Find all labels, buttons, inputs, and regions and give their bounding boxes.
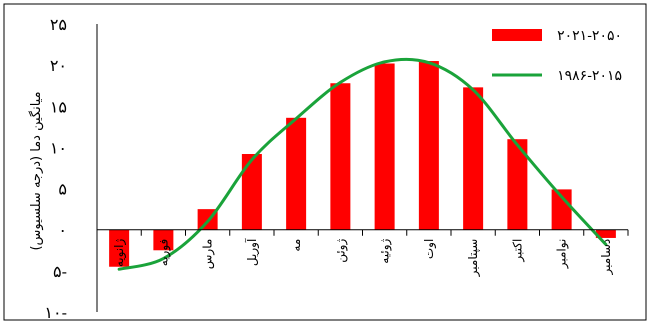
category-labels: ژانویه فوریه مارس آوریل مه ژوئن ژوئیه اوت سپتامب… (112, 238, 614, 277)
legend-line-label: ۱۹۸۶-۲۰۱۵ (557, 68, 622, 84)
category-label: فوریه (156, 239, 171, 267)
y-tick-label: ۲۰ (50, 56, 67, 75)
category-label: آوریل (244, 238, 260, 266)
bar (551, 189, 572, 230)
bar (595, 229, 616, 238)
category-label: نوامبر (555, 239, 570, 270)
bar (374, 63, 395, 230)
bar (109, 229, 130, 267)
category-label: اکتبر (510, 239, 525, 263)
y-tick-label: ۰ (58, 221, 67, 240)
category-label: مارس (201, 239, 216, 270)
legend-bar-label: ۲۰۲۱-۲۰۵۰ (557, 28, 622, 44)
line-series (117, 57, 608, 271)
y-ticks: ۲۵ ۲۰ ۱۵ ۱۰ ۵ ۰ ۵- ۱۰- (44, 15, 98, 322)
category-label: ژوئیه (378, 239, 393, 264)
category-label: دسامبر (599, 239, 614, 276)
series-line (117, 57, 608, 271)
y-tick-label: ۲۵ (50, 15, 67, 34)
category-label: اوت (422, 239, 437, 259)
category-label: مه (289, 239, 303, 252)
y-tick-label: ۵ (58, 180, 67, 199)
legend-bar-swatch (492, 29, 542, 41)
bar (507, 139, 528, 230)
bar (418, 61, 439, 230)
category-label: ژانویه (112, 239, 127, 268)
y-tick-label: ۵- (53, 262, 67, 281)
bar-series (109, 61, 616, 267)
chart-frame (3, 3, 647, 321)
bar (286, 117, 307, 230)
category-label: ژوئن (333, 239, 348, 263)
y-axis-label: میانگین دما (درجه سلسیوس) (28, 91, 44, 250)
y-tick-label: ۱۰ (50, 138, 67, 157)
x-axis (96, 229, 629, 236)
bar (241, 154, 262, 230)
bar (463, 87, 484, 230)
bar (153, 229, 174, 251)
category-label: سپتامبر (466, 239, 481, 278)
bar (330, 83, 351, 230)
legend: ۲۰۲۱-۲۰۵۰ ۱۹۸۶-۲۰۱۵ (492, 28, 622, 84)
y-tick-label: ۱۵ (50, 97, 67, 116)
y-tick-label: ۱۰- (44, 303, 67, 322)
